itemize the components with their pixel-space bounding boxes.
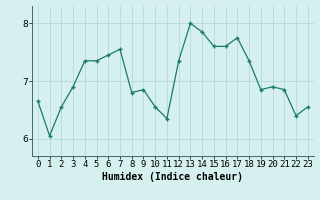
- X-axis label: Humidex (Indice chaleur): Humidex (Indice chaleur): [102, 172, 243, 182]
